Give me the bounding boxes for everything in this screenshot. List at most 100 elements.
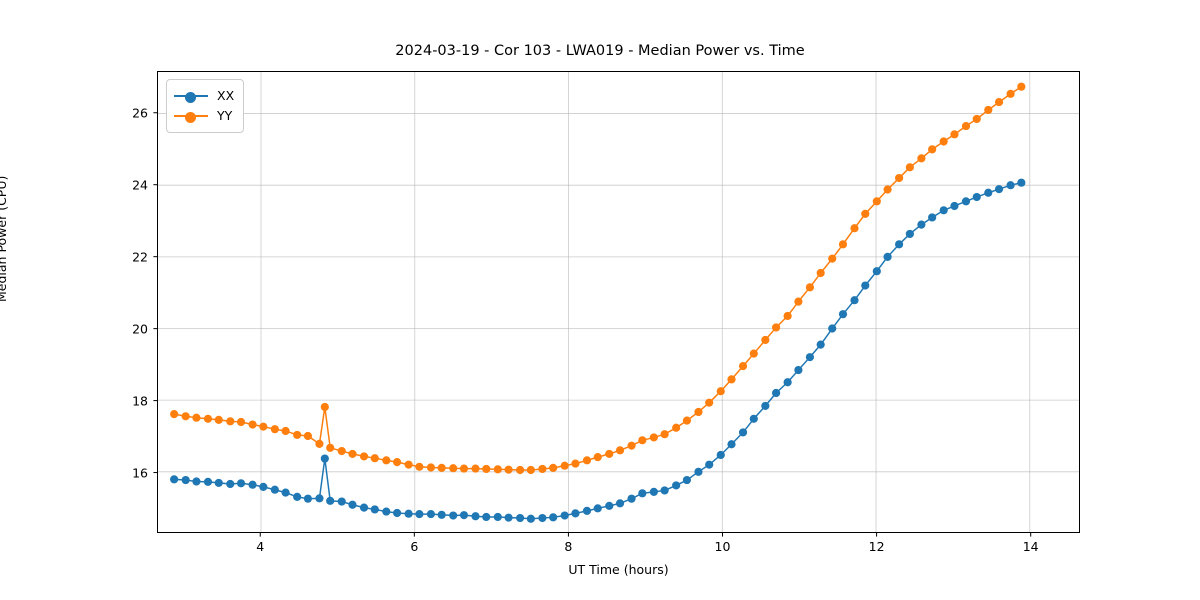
data-point-xx bbox=[738, 428, 748, 437]
legend-item-yy[interactable]: YY bbox=[174, 106, 234, 126]
data-point-xx bbox=[850, 296, 859, 305]
data-point-yy bbox=[950, 130, 959, 139]
data-point-yy bbox=[370, 454, 379, 463]
data-point-yy bbox=[236, 417, 246, 427]
data-point-xx bbox=[939, 206, 948, 215]
data-point-xx bbox=[516, 513, 525, 523]
legend-marker-yy-icon bbox=[174, 109, 208, 123]
data-point-xx bbox=[984, 188, 993, 197]
data-point-yy bbox=[170, 410, 179, 419]
data-point-xx bbox=[638, 489, 647, 498]
data-point-xx bbox=[281, 488, 290, 497]
data-point-yy bbox=[459, 464, 469, 473]
data-point-xx bbox=[392, 508, 402, 518]
data-point-xx bbox=[861, 281, 870, 290]
data-point-xx bbox=[994, 185, 1004, 194]
data-point-yy bbox=[961, 122, 971, 131]
data-point-yy bbox=[337, 446, 346, 456]
data-point-yy bbox=[449, 464, 458, 473]
data-point-xx bbox=[883, 252, 892, 261]
legend-label-xx: XX bbox=[217, 87, 235, 103]
data-point-yy bbox=[727, 375, 736, 384]
x-tick-label: 10 bbox=[714, 539, 731, 554]
data-point-xx bbox=[571, 509, 580, 518]
data-point-yy bbox=[526, 465, 535, 475]
data-point-xx bbox=[203, 477, 213, 486]
data-point-xx bbox=[627, 494, 636, 503]
grid-layer bbox=[158, 72, 1079, 532]
data-point-yy bbox=[192, 413, 201, 422]
data-point-yy bbox=[672, 423, 681, 432]
data-point-yy bbox=[816, 268, 825, 278]
data-point-xx bbox=[649, 487, 658, 496]
data-point-yy bbox=[895, 173, 904, 183]
data-point-yy bbox=[320, 402, 329, 412]
data-point-yy bbox=[883, 185, 892, 194]
series-line-xx bbox=[173, 181, 1023, 520]
data-point-yy bbox=[761, 335, 770, 345]
data-point-yy bbox=[838, 240, 848, 249]
data-point-yy bbox=[694, 407, 703, 417]
data-point-xx bbox=[526, 514, 535, 523]
y-tick-label: 24 bbox=[132, 177, 148, 193]
data-point-xx bbox=[805, 353, 815, 362]
data-point-yy bbox=[972, 114, 981, 124]
data-point-xx bbox=[794, 365, 803, 375]
data-point-xx bbox=[828, 324, 837, 333]
data-point-yy bbox=[293, 430, 302, 439]
data-point-yy bbox=[549, 463, 558, 472]
x-tick-label: 4 bbox=[256, 539, 265, 554]
data-point-xx bbox=[348, 500, 357, 509]
series-layer bbox=[170, 82, 1026, 523]
legend-label-yy: YY bbox=[217, 107, 233, 123]
data-point-yy bbox=[270, 425, 279, 434]
data-point-xx bbox=[605, 501, 614, 510]
data-point-yy bbox=[582, 456, 592, 465]
data-point-yy bbox=[326, 443, 335, 452]
data-point-yy bbox=[482, 464, 491, 474]
data-point-yy bbox=[872, 197, 881, 206]
data-point-xx bbox=[672, 481, 681, 490]
data-point-xx bbox=[1017, 178, 1026, 187]
data-point-yy bbox=[593, 453, 602, 462]
data-point-yy bbox=[905, 163, 914, 172]
data-point-yy bbox=[392, 458, 402, 467]
data-point-xx bbox=[293, 492, 302, 501]
data-point-yy bbox=[794, 297, 803, 306]
data-point-yy bbox=[649, 433, 658, 442]
data-point-yy bbox=[917, 154, 926, 163]
data-point-yy bbox=[471, 464, 480, 473]
data-point-xx bbox=[961, 197, 971, 206]
data-point-yy bbox=[738, 362, 748, 371]
chart-title: 2024-03-19 - Cor 103 - LWA019 - Median P… bbox=[395, 43, 805, 59]
y-tick-label: 16 bbox=[132, 465, 148, 481]
data-point-xx bbox=[705, 460, 714, 469]
data-point-yy bbox=[615, 446, 625, 455]
data-point-yy bbox=[181, 412, 190, 421]
data-point-xx bbox=[437, 510, 446, 519]
data-point-yy bbox=[1017, 82, 1026, 91]
data-point-yy bbox=[315, 439, 324, 448]
data-point-yy bbox=[203, 414, 213, 423]
data-point-yy bbox=[660, 430, 669, 439]
data-point-yy bbox=[605, 449, 614, 458]
data-point-yy bbox=[538, 464, 547, 474]
data-point-xx bbox=[772, 388, 781, 398]
data-point-xx bbox=[582, 506, 592, 515]
data-point-xx bbox=[459, 511, 469, 520]
legend-item-xx[interactable]: XX bbox=[174, 86, 234, 106]
data-point-xx bbox=[727, 440, 736, 449]
data-point-xx bbox=[471, 512, 480, 521]
data-point-yy bbox=[437, 463, 446, 472]
data-point-xx bbox=[449, 511, 458, 520]
data-point-xx bbox=[872, 267, 881, 276]
plot-area bbox=[157, 71, 1080, 533]
data-point-yy bbox=[426, 463, 436, 472]
data-point-yy bbox=[705, 398, 714, 407]
data-point-xx bbox=[682, 475, 692, 485]
data-point-yy bbox=[994, 98, 1004, 107]
data-point-xx bbox=[382, 507, 391, 516]
data-point-xx bbox=[404, 509, 413, 518]
y-tick-label: 22 bbox=[132, 249, 148, 265]
data-point-xx bbox=[1006, 181, 1015, 190]
